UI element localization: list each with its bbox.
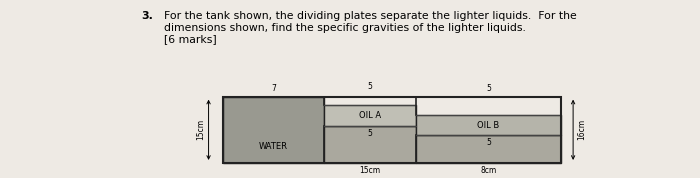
Text: 5: 5 — [368, 82, 372, 91]
Text: 3.: 3. — [141, 11, 153, 21]
Text: OIL B: OIL B — [477, 121, 500, 130]
Text: WATER: WATER — [259, 142, 288, 151]
Bar — [324, 127, 416, 163]
Text: [6 marks]: [6 marks] — [164, 35, 216, 44]
Bar — [223, 97, 324, 163]
Text: 15cm: 15cm — [359, 166, 380, 175]
Bar — [324, 105, 416, 127]
Text: 5: 5 — [486, 84, 491, 93]
Text: OIL A: OIL A — [359, 111, 381, 120]
Text: 5: 5 — [486, 138, 491, 147]
Text: 15cm: 15cm — [196, 119, 205, 140]
Text: 5: 5 — [368, 129, 372, 138]
Bar — [416, 115, 561, 135]
Text: 7: 7 — [271, 84, 276, 93]
Text: dimensions shown, find the specific gravities of the lighter liquids.: dimensions shown, find the specific grav… — [164, 23, 526, 33]
Text: 16cm: 16cm — [578, 119, 587, 140]
Text: 8cm: 8cm — [480, 166, 496, 175]
Bar — [416, 135, 561, 163]
Text: For the tank shown, the dividing plates separate the lighter liquids.  For the: For the tank shown, the dividing plates … — [164, 11, 577, 21]
Bar — [223, 97, 561, 163]
